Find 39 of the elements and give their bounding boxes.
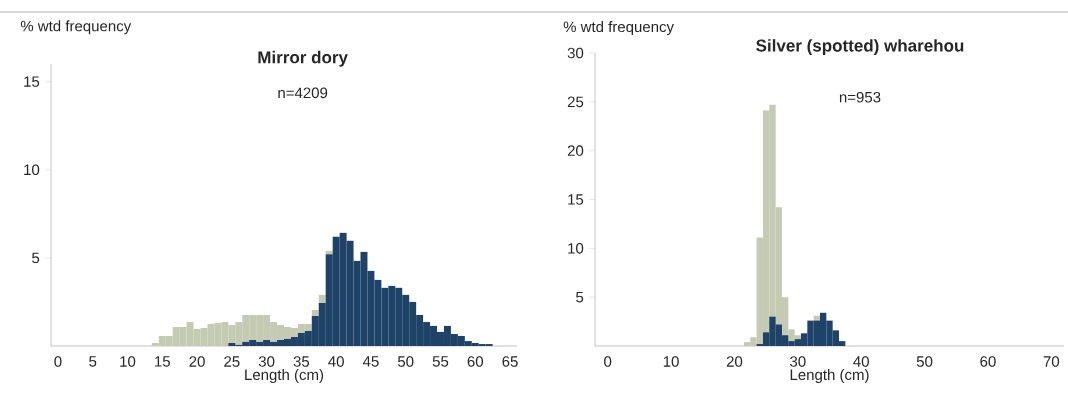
x-tick-label: 10 xyxy=(120,356,136,367)
x-tick-label: 40 xyxy=(853,356,869,367)
x-tick-label: 0 xyxy=(604,356,612,367)
x-tick-label: 0 xyxy=(54,356,62,367)
x-tick-label: 30 xyxy=(790,356,806,367)
y-tick-label: 15 xyxy=(568,194,584,205)
x-tick-label: 30 xyxy=(258,356,275,367)
x-tick-label: 15 xyxy=(155,356,170,367)
y-axis-title: % wtd frequency xyxy=(563,21,674,36)
y-tick-label: 25 xyxy=(567,96,584,108)
x-tick-label: 60 xyxy=(467,356,484,367)
x-axis-title: Length (cm) xyxy=(245,369,324,383)
x-tick-label: 50 xyxy=(397,356,414,367)
chart-title: Silver (spotted) wharehou xyxy=(756,39,964,55)
y-axis-title: % wtd frequency xyxy=(20,20,132,35)
text: n=953 xyxy=(839,91,881,103)
x-tick-label: 40 xyxy=(328,356,344,367)
x-tick-label: 20 xyxy=(726,356,743,367)
x-tick-label: 70 xyxy=(1043,356,1060,367)
y-tick-label: 10 xyxy=(24,164,40,176)
x-tick-label: 45 xyxy=(362,356,379,367)
x-tick-label: 25 xyxy=(224,356,240,367)
x-tick-label: 55 xyxy=(432,356,449,367)
y-tick-label: 5 xyxy=(32,252,40,264)
x-tick-label: 10 xyxy=(663,356,679,367)
x-tick-label: 65 xyxy=(502,356,518,367)
y-tick-label: 15 xyxy=(24,76,40,87)
y-tick-label: 30 xyxy=(567,47,584,59)
x-tick-label: 35 xyxy=(293,356,310,367)
x-tick-label: 50 xyxy=(916,356,933,367)
y-tick-label: 20 xyxy=(567,145,584,156)
x-tick-label: 60 xyxy=(980,356,996,367)
text: n=4209 xyxy=(278,87,328,99)
chart-title: Mirror dory xyxy=(258,50,348,67)
y-tick-label: 10 xyxy=(568,243,584,254)
y-tick-label: 5 xyxy=(576,291,584,303)
x-tick-label: 20 xyxy=(189,356,205,367)
x-tick-label: 5 xyxy=(89,356,97,367)
x-axis-title: Length (cm) xyxy=(790,369,869,383)
